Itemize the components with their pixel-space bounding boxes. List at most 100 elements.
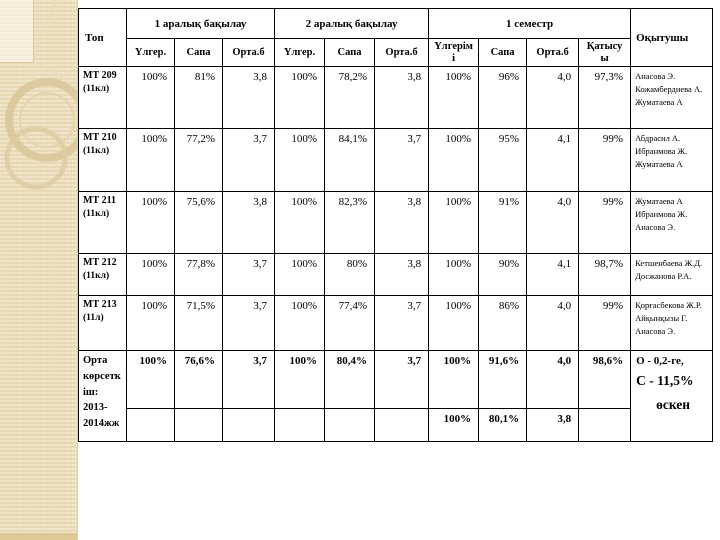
value-cell: 3,8 <box>374 191 430 255</box>
col-header-quality-2: Сапа <box>324 37 376 68</box>
value-cell: 4,0 <box>526 66 580 130</box>
table-row-mt209: МТ 209 (11кл) 100% 81% 3,8 100% 78,2% 3,8… <box>78 66 714 130</box>
value-cell: 80% <box>324 253 376 297</box>
group-grade: (11кл) <box>83 270 110 281</box>
summary-value-cell: 100% <box>428 350 480 410</box>
value-cell: 84,1% <box>324 128 376 193</box>
value-cell: 100% <box>428 191 480 255</box>
value-cell: 75,6% <box>174 191 223 255</box>
group-grade: (11л) <box>83 312 104 323</box>
col-header-quality-sem: Сапа <box>478 37 528 68</box>
col-header-attendance: Қатысуы <box>578 37 632 68</box>
col-header-avg-2: Орта.б <box>374 37 430 68</box>
col-header-avg-1: Орта.б <box>221 37 276 68</box>
growth-note-line1: О - 0,2-ге, <box>636 355 684 368</box>
summary-row-1: Орта көрсетк іш: 2013- 2014жж 100% 76,6%… <box>78 350 714 443</box>
teacher-list: Кетшенбаева Ж.Д. Досжанова Р.А. <box>630 253 714 297</box>
value-cell: 77,2% <box>174 128 223 193</box>
value-cell: 4,0 <box>526 295 580 352</box>
value-cell: 95% <box>478 128 528 193</box>
value-cell: 82,3% <box>324 191 376 255</box>
teacher-list: Жуматаева А Ибранмова Ж. Анасова Э. <box>630 191 714 255</box>
summary-value-cell: 80,4% <box>324 350 376 410</box>
value-cell: 4,0 <box>526 191 580 255</box>
value-cell: 4,1 <box>526 128 580 193</box>
col-header-avg-sem: Орта.б <box>526 37 580 68</box>
summary-value-cell: 3,8 <box>526 408 580 443</box>
value-cell: 4,1 <box>526 253 580 297</box>
summary-value-cell: 4,0 <box>526 350 580 410</box>
growth-note-line3: өскен <box>656 396 691 412</box>
value-cell: 86% <box>478 295 528 352</box>
header-semester-1: 1 семестр <box>428 8 632 39</box>
value-cell: 3,8 <box>374 66 430 130</box>
empty-cell <box>374 408 430 443</box>
value-cell: 3,7 <box>221 253 276 297</box>
teacher-list: Абдрасил А. Ибранмова Ж. Жуматаева А <box>630 128 714 193</box>
table-row-mt212: МТ 212 (11кл) 100% 77,8% 3,7 100% 80% 3,8… <box>78 253 714 297</box>
group-name: МТ 209 <box>83 70 117 82</box>
col-header-progress-1: Үлгер. <box>126 37 175 68</box>
value-cell: 71,5% <box>174 295 223 352</box>
value-cell: 78,2% <box>324 66 376 130</box>
empty-cell <box>578 408 632 443</box>
value-cell: 100% <box>428 253 480 297</box>
value-cell: 77,4% <box>324 295 376 352</box>
value-cell: 99% <box>578 191 632 255</box>
value-cell: 3,7 <box>374 128 430 193</box>
summary-value-cell: 100% <box>274 350 326 410</box>
decor-corner <box>0 0 34 63</box>
row-label: МТ 209 (11кл) <box>78 66 127 130</box>
group-grade: (11кл) <box>83 208 110 219</box>
header-group-row: Топ 1 аралық бақылау 2 аралық бақылау 1 … <box>78 7 714 68</box>
value-cell: 96% <box>478 66 528 130</box>
empty-cell <box>174 408 223 443</box>
summary-value-cell: 76,6% <box>174 350 223 410</box>
summary-value-cell: 98,6% <box>578 350 632 410</box>
value-cell: 81% <box>174 66 223 130</box>
group-name: МТ 210 <box>83 132 117 144</box>
value-cell: 100% <box>126 66 175 130</box>
table-row-mt213: МТ 213 (11л) 100% 71,5% 3,7 100% 77,4% 3,… <box>78 295 714 352</box>
col-header-quality-1: Сапа <box>174 37 223 68</box>
summary-value-cell: 3,7 <box>221 350 276 410</box>
value-cell: 98,7% <box>578 253 632 297</box>
empty-cell <box>126 408 175 443</box>
col-header-teacher: Оқытушы <box>630 7 714 68</box>
value-cell: 100% <box>274 253 326 297</box>
value-cell: 100% <box>126 253 175 297</box>
row-label: МТ 212 (11кл) <box>78 253 127 297</box>
results-table: Топ 1 аралық бақылау 2 аралық бақылау 1 … <box>78 7 714 443</box>
value-cell: 3,8 <box>221 66 276 130</box>
decor-band-bottom <box>0 533 77 540</box>
value-cell: 100% <box>274 191 326 255</box>
row-label: МТ 211 (11кл) <box>78 191 127 255</box>
summary-value-cell: 100% <box>428 408 480 443</box>
summary-row-2: 100% 80,1% 3,8 <box>79 408 713 443</box>
value-cell: 99% <box>578 295 632 352</box>
value-cell: 97,3% <box>578 66 632 130</box>
value-cell: 3,7 <box>374 295 430 352</box>
value-cell: 100% <box>126 191 175 255</box>
group-name: МТ 211 <box>83 195 117 207</box>
empty-cell <box>221 408 276 443</box>
circles-decoration <box>4 0 77 190</box>
header-midterm-2: 2 аралық бақылау <box>274 8 430 39</box>
empty-cell <box>274 408 326 443</box>
table-row-mt210: МТ 210 (11кл) 100% 77,2% 3,7 100% 84,1% 3… <box>78 128 714 193</box>
summary-value-cell: 100% <box>126 350 175 410</box>
teacher-list: Қорғасбекова Ж.Р. Айқынқызы Г. Анасова Э… <box>630 295 714 352</box>
group-name: МТ 212 <box>83 257 117 269</box>
teacher-list: Анасова Э. Кожамбердиева А. Жуматаева А <box>630 66 714 130</box>
value-cell: 3,7 <box>221 295 276 352</box>
decor-band <box>0 0 78 540</box>
value-cell: 99% <box>578 128 632 193</box>
value-cell: 3,8 <box>221 191 276 255</box>
value-cell: 100% <box>126 295 175 352</box>
summary-value-cell: 80,1% <box>478 408 528 443</box>
value-cell: 3,8 <box>374 253 430 297</box>
header-sub-row: Үлгер. Сапа Орта.б Үлгер. Сапа Орта.б Үл… <box>79 37 713 68</box>
growth-note: О - 0,2-ге, С - 11,5% өскен <box>630 350 714 443</box>
value-cell: 100% <box>428 66 480 130</box>
summary-label: Орта көрсетк іш: 2013- 2014жж <box>78 350 127 443</box>
